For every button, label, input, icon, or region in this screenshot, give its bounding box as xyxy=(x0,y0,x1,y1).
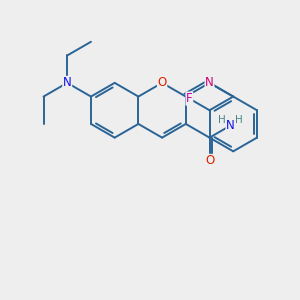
Text: O: O xyxy=(205,154,214,167)
Text: N: N xyxy=(205,76,214,89)
Text: F: F xyxy=(186,92,193,105)
Text: N: N xyxy=(63,76,72,89)
Text: O: O xyxy=(158,76,167,89)
Text: N: N xyxy=(226,119,235,132)
Text: H: H xyxy=(235,115,242,125)
Text: H: H xyxy=(218,115,226,125)
